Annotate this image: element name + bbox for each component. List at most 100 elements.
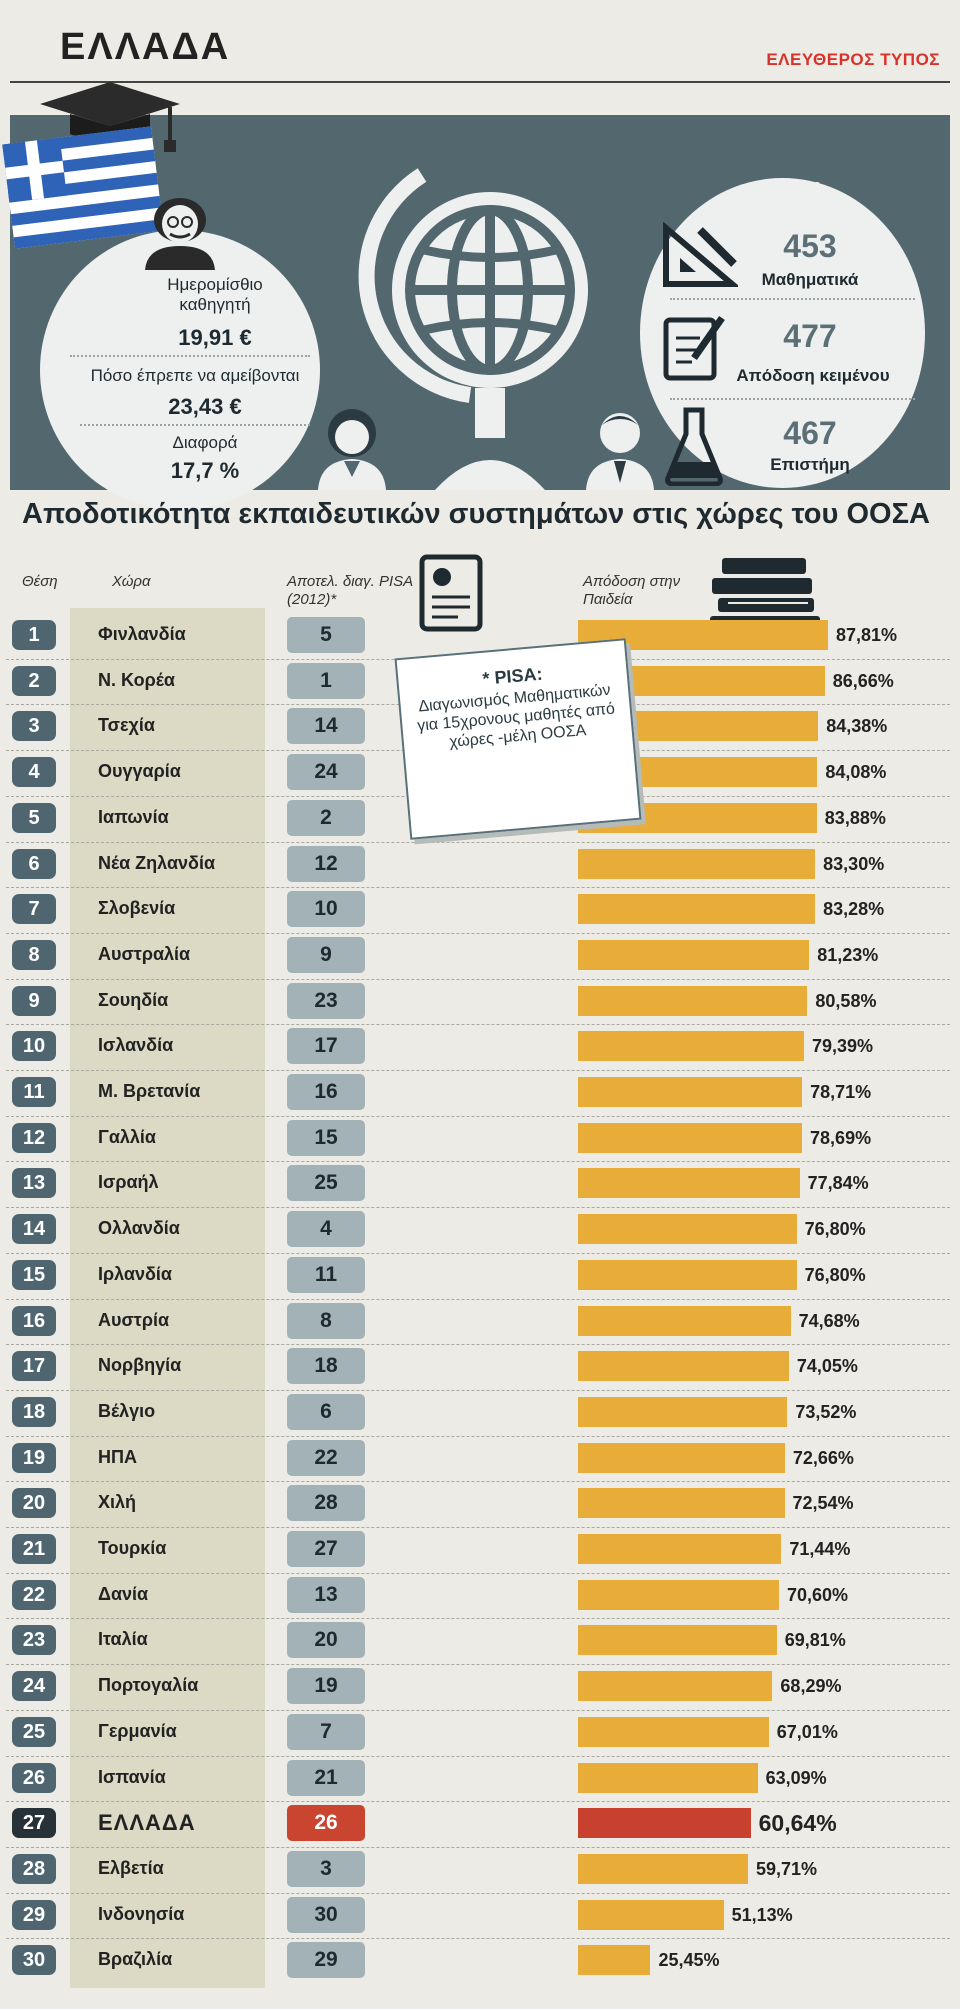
- row-divider: [6, 1024, 950, 1026]
- country-name: ΕΛΛΑΔΑ: [98, 1810, 196, 1836]
- rank-badge: 17: [12, 1351, 56, 1382]
- rank-badge: 27: [12, 1808, 56, 1839]
- rank-badge: 1: [12, 620, 56, 650]
- performance-value-label: 84,38%: [826, 716, 888, 737]
- rank-badge: 28: [12, 1853, 56, 1884]
- rank-badge: 12: [12, 1122, 56, 1153]
- performance-bar: [578, 1534, 782, 1564]
- country-name: Ισραήλ: [98, 1172, 159, 1193]
- country-name: Αυστραλία: [98, 943, 191, 964]
- text-score: 477: [783, 318, 837, 354]
- performance-value-label: 51,13%: [731, 1904, 793, 1925]
- pisa-rank-badge: 24: [287, 754, 365, 791]
- pisa-rank-badge: 9: [287, 936, 365, 973]
- rank-badge: 19: [12, 1442, 56, 1473]
- pisa-rank-badge: 27: [287, 1531, 365, 1567]
- rank-badge: 21: [12, 1534, 56, 1564]
- country-name: Ελβετία: [98, 1857, 164, 1878]
- performance-value-label: 84,08%: [825, 762, 887, 783]
- performance-bar: [578, 894, 816, 925]
- difference-label: Διαφορά: [172, 433, 238, 452]
- column-header-country: Χώρα: [112, 573, 151, 590]
- row-divider: [6, 887, 950, 889]
- country-name: Νέα Ζηλανδία: [98, 852, 216, 873]
- country-name: Ουγγαρία: [98, 761, 181, 782]
- row-divider: [6, 1481, 950, 1483]
- row-divider: [6, 841, 950, 843]
- column-header-pisa: Αποτελ. διαγ. PISA (2012)*: [287, 573, 413, 608]
- row-divider: [6, 1207, 950, 1209]
- row-divider: [6, 1435, 950, 1437]
- country-name: Ιρλανδία: [98, 1263, 172, 1284]
- performance-bar: [578, 1853, 748, 1884]
- globe-icon: [358, 168, 588, 490]
- performance-value-label: 76,80%: [804, 1219, 866, 1240]
- rank-badge: 26: [12, 1762, 56, 1793]
- performance-value-label: 72,66%: [792, 1447, 854, 1468]
- performance-bar: [578, 1808, 751, 1839]
- rank-badge: 2: [12, 665, 56, 696]
- science-score: 467: [783, 415, 837, 451]
- divider: [70, 355, 310, 357]
- pisa-rank-badge: 25: [287, 1165, 365, 1202]
- country-name: Βραζιλία: [98, 1949, 173, 1970]
- math-score: 453: [783, 228, 837, 264]
- country-name: Ινδονησία: [98, 1903, 185, 1924]
- pisa-rank-badge: 28: [287, 1485, 365, 1522]
- performance-value-label: 67,01%: [776, 1721, 838, 1742]
- country-name: Ισπανία: [98, 1766, 166, 1787]
- pisa-rank-badge: 2: [287, 799, 365, 836]
- rank-badge: 15: [12, 1259, 56, 1290]
- row-divider: [6, 1252, 950, 1254]
- country-name: Ιαπωνία: [98, 806, 169, 827]
- rank-badge: 30: [12, 1945, 56, 1976]
- performance-value-label: 59,71%: [755, 1858, 818, 1879]
- performance-bar: [578, 1305, 791, 1336]
- performance-value-label: 81,23%: [817, 944, 879, 965]
- flask-icon: [665, 407, 723, 486]
- performance-index-title: Δείκτης απόδοσης: [747, 176, 833, 216]
- performance-value-label: 83,30%: [823, 853, 885, 874]
- pisa-rank-badge: 29: [287, 1942, 365, 1979]
- row-divider: [6, 1344, 950, 1346]
- pisa-note: * PISA: Διαγωνισμός Μαθηματικών για 15χρ…: [394, 638, 642, 840]
- row-divider: [6, 1298, 950, 1300]
- performance-bar: [578, 1899, 724, 1930]
- performance-bar: [578, 1396, 788, 1427]
- performance-value-label: 86,66%: [832, 670, 894, 691]
- pisa-rank-badge: 16: [287, 1074, 365, 1110]
- performance-bar: [578, 1945, 651, 1976]
- pisa-rank-badge: 20: [287, 1622, 365, 1659]
- performance-value-label: 69,81%: [784, 1630, 846, 1651]
- text-label: Απόδοση κειμένου: [736, 366, 890, 385]
- row-divider: [6, 1389, 950, 1391]
- pisa-rank-badge: 21: [287, 1759, 365, 1796]
- rank-badge: 6: [12, 848, 56, 879]
- rank-badge: 4: [12, 757, 56, 788]
- performance-bar: [578, 1716, 769, 1747]
- performance-bar: [578, 1442, 785, 1473]
- female-student-icon: [318, 409, 386, 490]
- rank-badge: 14: [12, 1214, 56, 1245]
- pisa-rank-badge: 7: [287, 1713, 365, 1750]
- performance-value-label: 83,88%: [824, 807, 886, 828]
- rank-badge: 18: [12, 1396, 56, 1427]
- row-divider: [6, 1709, 950, 1711]
- performance-bar: [578, 1122, 803, 1153]
- country-name: Ιταλία: [98, 1629, 148, 1650]
- rank-badge: 13: [12, 1168, 56, 1199]
- greek-flag-icon: [2, 126, 164, 249]
- professor-icon: [145, 198, 215, 270]
- row-divider: [6, 1618, 950, 1620]
- performance-bar: [578, 985, 808, 1016]
- performance-bar: [578, 1625, 777, 1656]
- row-divider: [6, 1846, 950, 1848]
- performance-bar: [578, 939, 810, 970]
- page-header: ΕΛΛΑΔΑ ΕΛΕΥΘΕΡΟΣ ΤΥΠΟΣ: [0, 0, 960, 80]
- country-name: Τουρκία: [98, 1538, 167, 1558]
- performance-value-label: 25,45%: [658, 1950, 720, 1971]
- rank-badge: 29: [12, 1899, 56, 1930]
- difference-value: 17,7 %: [170, 458, 240, 483]
- pisa-rank-badge: 18: [287, 1348, 365, 1385]
- country-name: Χιλή: [98, 1492, 137, 1513]
